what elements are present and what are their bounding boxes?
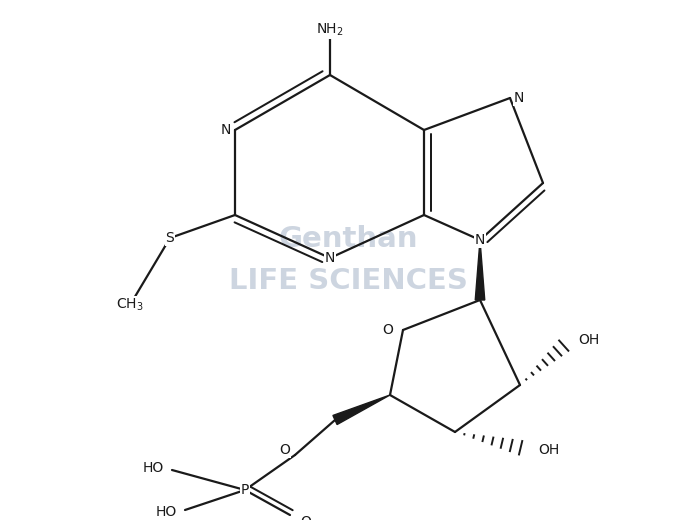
Text: OH: OH xyxy=(578,333,599,347)
Text: N: N xyxy=(325,251,335,265)
Text: O: O xyxy=(279,443,290,457)
Text: HO: HO xyxy=(156,505,177,519)
Text: N: N xyxy=(221,123,231,137)
Text: N: N xyxy=(475,233,485,247)
Text: NH$_2$: NH$_2$ xyxy=(316,22,344,38)
Polygon shape xyxy=(475,240,484,300)
Text: OH: OH xyxy=(538,443,560,457)
Text: O: O xyxy=(382,323,393,337)
Polygon shape xyxy=(333,395,390,424)
Text: P: P xyxy=(241,483,249,497)
Text: Genthan
LIFE SCIENCES: Genthan LIFE SCIENCES xyxy=(228,225,468,295)
Text: HO: HO xyxy=(143,461,164,475)
Text: N: N xyxy=(514,91,524,105)
Text: CH$_3$: CH$_3$ xyxy=(116,297,144,313)
Text: S: S xyxy=(166,231,175,245)
Text: O: O xyxy=(300,515,311,520)
